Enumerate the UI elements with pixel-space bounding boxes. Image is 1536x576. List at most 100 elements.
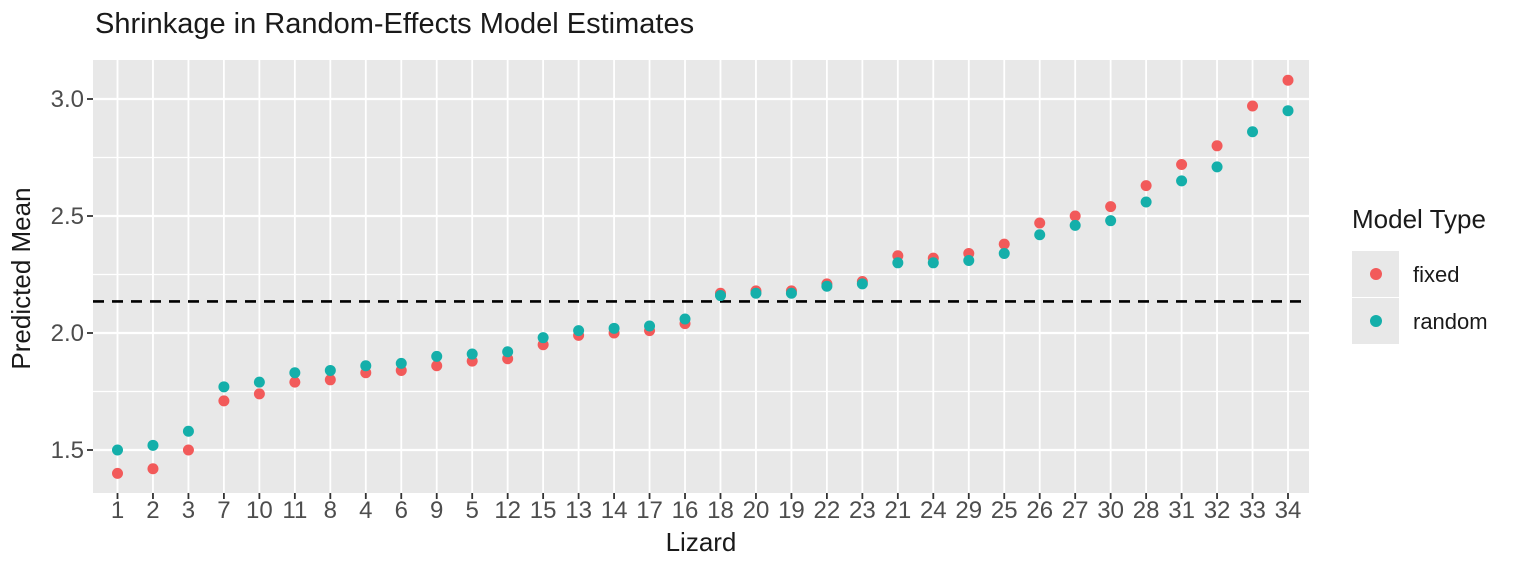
legend-item-fixed: fixed — [1352, 251, 1536, 298]
x-tick-label: 19 — [778, 497, 805, 524]
data-point-random-23 — [856, 278, 868, 290]
fixed-dot-icon — [1369, 268, 1382, 280]
x-tick-label: 14 — [601, 497, 628, 524]
y-axis-title: Predicted Mean — [6, 187, 36, 370]
data-point-random-30 — [1105, 215, 1117, 227]
data-point-random-1 — [112, 444, 123, 456]
data-point-random-33 — [1247, 126, 1259, 138]
x-tick-label: 10 — [246, 497, 273, 524]
data-point-random-3 — [182, 425, 194, 437]
x-axis-title: Lizard — [665, 527, 737, 557]
x-tick-label: 31 — [1168, 497, 1195, 524]
x-tick-label: 24 — [920, 497, 947, 524]
chart-title: Shrinkage in Random-Effects Model Estima… — [95, 8, 695, 40]
data-point-random-4 — [360, 360, 372, 372]
x-tick-label: 16 — [672, 497, 699, 524]
x-tick-label: 26 — [1026, 497, 1053, 524]
data-point-random-6 — [395, 357, 407, 369]
x-tick-label: 2 — [146, 497, 159, 524]
data-point-fixed-28 — [1140, 180, 1152, 192]
data-point-fixed-2 — [147, 463, 159, 475]
data-point-fixed-30 — [1105, 201, 1117, 213]
data-point-fixed-9 — [431, 360, 443, 372]
x-tick-label: 3 — [182, 497, 195, 524]
x-tick-label: 1 — [111, 497, 124, 524]
data-point-fixed-3 — [182, 444, 194, 456]
x-tick-label: 15 — [530, 497, 557, 524]
data-point-random-17 — [644, 320, 656, 332]
data-point-random-14 — [608, 322, 620, 334]
plot-panel — [93, 60, 1309, 493]
x-tick-label: 33 — [1239, 497, 1266, 524]
y-tick-label: 2.5 — [51, 203, 84, 230]
data-point-random-24 — [927, 257, 939, 269]
data-point-random-20 — [750, 287, 762, 299]
x-tick-label: 4 — [359, 497, 372, 524]
data-point-fixed-32 — [1211, 140, 1223, 152]
data-point-random-8 — [324, 364, 336, 376]
legend-item-random: random — [1352, 298, 1536, 345]
x-tick-label: 30 — [1097, 497, 1124, 524]
x-tick-label: 17 — [636, 497, 663, 524]
data-point-random-28 — [1140, 196, 1152, 208]
x-tick-label: 21 — [884, 497, 911, 524]
x-tick-label: 22 — [814, 497, 841, 524]
data-point-random-29 — [963, 254, 975, 266]
data-point-fixed-31 — [1176, 159, 1188, 171]
data-point-random-5 — [466, 348, 478, 360]
legend-title: Model Type — [1352, 204, 1486, 234]
x-tick-label: 8 — [324, 497, 337, 524]
data-point-fixed-27 — [1069, 210, 1081, 222]
data-point-random-25 — [998, 247, 1010, 259]
data-point-fixed-26 — [1034, 217, 1046, 229]
data-point-random-15 — [537, 332, 549, 344]
random-dot-icon — [1369, 315, 1382, 327]
data-point-fixed-33 — [1247, 100, 1259, 112]
x-tick-label: 9 — [430, 497, 443, 524]
data-point-fixed-7 — [218, 395, 230, 407]
data-point-random-16 — [679, 313, 691, 325]
data-point-random-32 — [1211, 161, 1223, 173]
x-tick-label: 20 — [743, 497, 770, 524]
x-tick-label: 32 — [1204, 497, 1231, 524]
data-point-random-2 — [147, 439, 159, 451]
x-tick-label: 12 — [494, 497, 521, 524]
legend-item-label: fixed — [1413, 261, 1460, 287]
data-point-fixed-8 — [324, 374, 336, 386]
y-tick-label: 1.5 — [51, 437, 84, 464]
y-tick-label: 3.0 — [51, 86, 84, 113]
x-tick-label: 23 — [849, 497, 876, 524]
legend-key — [1352, 298, 1399, 344]
data-point-random-7 — [218, 381, 230, 393]
data-point-random-11 — [289, 367, 301, 379]
data-point-random-9 — [431, 350, 443, 362]
x-tick-label: 13 — [565, 497, 592, 524]
data-point-random-31 — [1176, 175, 1188, 187]
data-point-random-27 — [1069, 219, 1081, 231]
data-point-fixed-25 — [998, 238, 1010, 250]
x-tick-label: 7 — [217, 497, 230, 524]
data-point-fixed-1 — [112, 467, 123, 479]
x-tick-label: 25 — [991, 497, 1018, 524]
x-tick-label: 27 — [1062, 497, 1089, 524]
data-point-fixed-11 — [289, 376, 301, 388]
x-tick-label: 28 — [1133, 497, 1160, 524]
data-point-random-34 — [1282, 105, 1294, 117]
x-tick-label: 29 — [955, 497, 982, 524]
legend-item-label: random — [1413, 308, 1488, 334]
data-point-random-22 — [821, 280, 833, 292]
x-tick-label: 11 — [282, 497, 307, 524]
data-point-random-12 — [502, 346, 514, 358]
data-point-fixed-10 — [253, 388, 265, 400]
x-tick-label: 34 — [1275, 497, 1302, 524]
data-point-random-21 — [892, 257, 904, 269]
y-tick-label: 2.0 — [51, 320, 84, 347]
data-point-random-13 — [573, 325, 585, 337]
data-point-random-10 — [253, 376, 265, 388]
data-point-random-26 — [1034, 229, 1046, 241]
x-tick-label: 5 — [466, 497, 479, 524]
legend-key — [1352, 251, 1399, 297]
legend: Model Type fixed random — [1352, 204, 1536, 345]
